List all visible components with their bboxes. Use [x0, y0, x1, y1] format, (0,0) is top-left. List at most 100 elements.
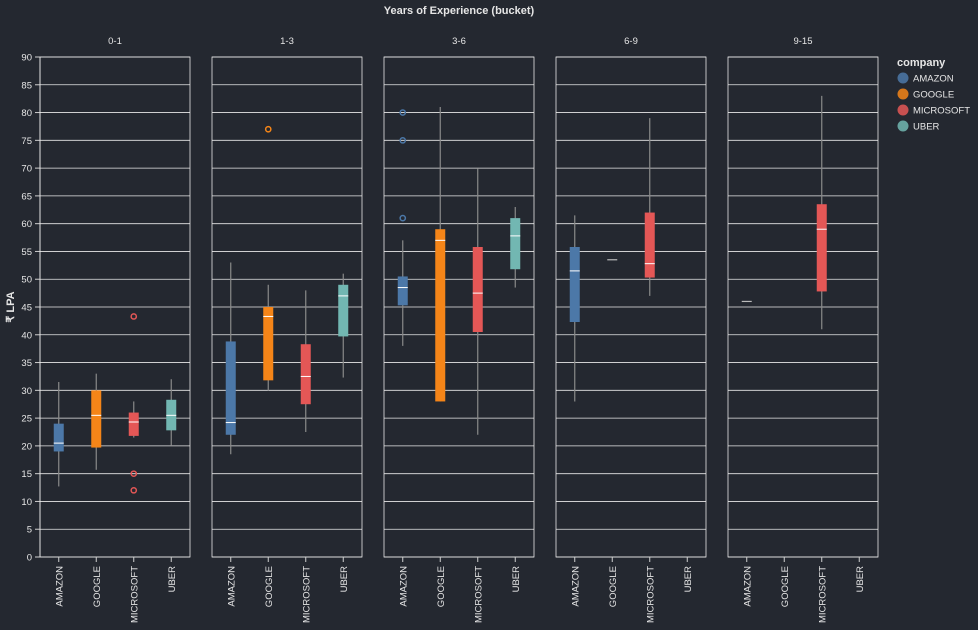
- y-tick-label: 80: [21, 108, 32, 119]
- x-tick-label: MICROSOFT: [645, 566, 656, 623]
- box-iqr: [569, 247, 580, 322]
- box-microsoft: [300, 290, 311, 432]
- box-google: [435, 107, 446, 402]
- box-uber: [510, 207, 521, 288]
- x-tick-label: GOOGLE: [436, 566, 447, 607]
- box-iqr: [128, 412, 139, 436]
- x-tick-label: AMAZON: [570, 566, 581, 607]
- chart-title: Years of Experience (bucket): [384, 5, 535, 17]
- y-tick-label: 75: [21, 136, 32, 147]
- box-iqr: [300, 344, 311, 405]
- legend-item-amazon: AMAZON: [897, 72, 954, 85]
- box-amazon: [569, 215, 580, 402]
- y-tick-label: 15: [21, 469, 32, 480]
- box-microsoft: [816, 95, 827, 330]
- x-tick-label: AMAZON: [398, 566, 409, 607]
- facet-label: 0-1: [108, 36, 122, 47]
- box-iqr: [263, 307, 274, 381]
- y-axis-label: ₹ LPA: [5, 291, 17, 322]
- box-iqr: [472, 247, 483, 332]
- facet-label: 1-3: [280, 36, 294, 47]
- box-iqr: [225, 341, 236, 435]
- x-tick-label: MICROSOFT: [817, 566, 828, 623]
- x-tick-label: UBER: [855, 566, 866, 593]
- outlier-point: [399, 109, 407, 116]
- outlier-point: [399, 136, 407, 144]
- legend-label: MICROSOFT: [913, 106, 970, 117]
- box-iqr: [435, 229, 446, 402]
- x-tick-label: UBER: [511, 566, 522, 593]
- box-uber: [338, 273, 349, 378]
- legend: company AMAZON GOOGLE MICROSOFT UBER: [897, 57, 970, 133]
- facet-label: 9-15: [793, 36, 812, 47]
- outlier-point: [130, 313, 138, 320]
- outlier-point: [130, 486, 138, 494]
- x-tick-label: GOOGLE: [264, 566, 275, 607]
- legend-swatch: [897, 88, 909, 100]
- y-tick-label: 40: [21, 330, 32, 341]
- facet-frame: [39, 56, 191, 558]
- x-tick-label: GOOGLE: [608, 566, 619, 607]
- y-tick-label: 45: [21, 303, 32, 314]
- legend-swatch: [897, 104, 909, 116]
- legend-label: UBER: [913, 122, 940, 133]
- outlier-point: [130, 470, 138, 478]
- x-tick-label: UBER: [683, 566, 694, 593]
- facet-label: 3-6: [452, 36, 466, 47]
- box-microsoft: [128, 313, 139, 494]
- x-tick-label: MICROSOFT: [129, 566, 140, 623]
- box-microsoft: [472, 168, 483, 435]
- y-tick-label: 20: [21, 441, 32, 452]
- x-tick-label: MICROSOFT: [301, 566, 312, 623]
- x-tick-label: GOOGLE: [92, 566, 103, 607]
- x-tick-label: UBER: [339, 566, 350, 593]
- y-tick-label: 30: [21, 386, 32, 397]
- box-iqr: [816, 204, 827, 292]
- y-tick-label: 85: [21, 80, 32, 91]
- x-tick-label: MICROSOFT: [473, 566, 484, 623]
- y-tick-label: 55: [21, 247, 32, 258]
- facet-6-9: 6-9 AMAZON GOOGLE MICROSOFT UBER: [555, 36, 707, 623]
- box-amazon: [397, 109, 408, 346]
- box-iqr: [644, 212, 655, 278]
- box-iqr: [53, 423, 64, 452]
- x-tick-label: GOOGLE: [780, 566, 791, 607]
- legend-swatch: [897, 120, 909, 132]
- y-tick-label: 50: [21, 275, 32, 286]
- y-tick-label: 60: [21, 219, 32, 230]
- box-amazon: [225, 262, 236, 455]
- x-tick-label: AMAZON: [226, 566, 237, 607]
- y-tick-label: 70: [21, 164, 32, 175]
- facet-frame: [727, 56, 879, 558]
- y-tick-label: 90: [21, 53, 32, 64]
- x-tick-label: AMAZON: [54, 566, 65, 607]
- legend-label: AMAZON: [913, 74, 954, 85]
- y-tick-label: 35: [21, 358, 32, 369]
- facet-1-3: 1-3 AMAZON GOOGLE MICROSOFT UBER: [211, 36, 363, 623]
- y-tick-label: 65: [21, 191, 32, 202]
- box-uber: [166, 379, 177, 446]
- box-microsoft: [644, 118, 655, 296]
- legend-label: GOOGLE: [913, 90, 954, 101]
- facet-frame: [383, 56, 535, 558]
- legend-item-google: GOOGLE: [897, 88, 954, 101]
- y-tick-label: 5: [27, 525, 32, 536]
- facet-frame: [211, 56, 363, 558]
- box-iqr: [338, 284, 349, 337]
- box-iqr: [91, 390, 102, 448]
- legend-item-uber: UBER: [897, 120, 940, 133]
- y-tick-label: 10: [21, 497, 32, 508]
- legend-swatch: [897, 72, 909, 84]
- box-iqr: [510, 218, 521, 270]
- legend-title: company: [897, 57, 946, 69]
- outlier-point: [264, 125, 272, 133]
- outlier-point: [399, 214, 407, 222]
- y-tick-label: 25: [21, 414, 32, 425]
- facets: 0-1 AMAZON GOOGLE MICROSOFT UBER 1-3 AMAZON GOO…: [39, 36, 879, 623]
- box-google: [263, 125, 274, 391]
- box-iqr: [397, 276, 408, 306]
- facet-0-1: 0-1 AMAZON GOOGLE MICROSOFT UBER: [39, 36, 191, 623]
- x-tick-label: UBER: [167, 566, 178, 593]
- box-google: [91, 373, 102, 470]
